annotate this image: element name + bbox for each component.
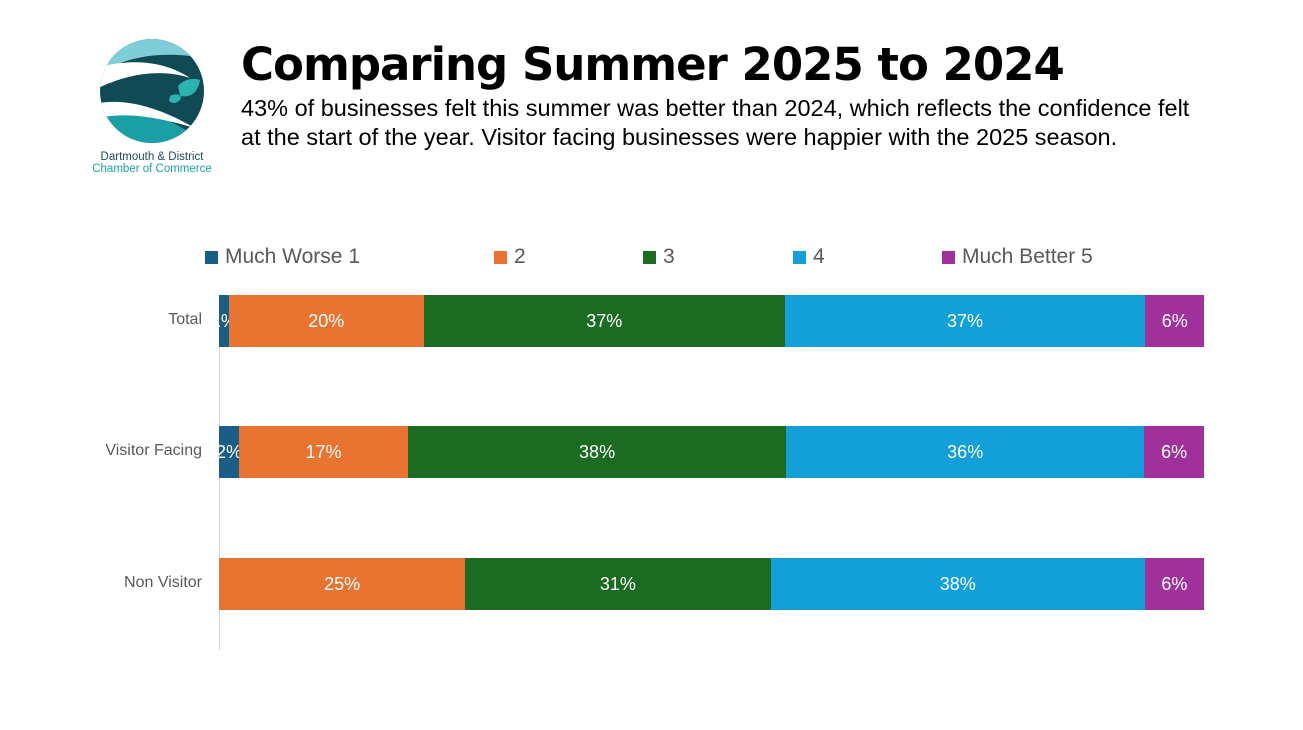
legend-label: 3 [663, 245, 675, 268]
bar-segment: 38% [408, 426, 787, 478]
data-label: 37% [586, 310, 623, 331]
legend-swatch [494, 250, 507, 264]
category-label: Total [168, 311, 202, 328]
legend-item: Much Better 5 [942, 245, 1093, 269]
page-subtitle: 43% of businesses felt this summer was b… [241, 95, 1190, 150]
category-label: Non Visitor [124, 574, 202, 591]
legend-swatch [205, 250, 218, 264]
bar-segment: 38% [770, 558, 1145, 610]
bar-segment: 17% [238, 426, 409, 478]
legend-swatch [643, 250, 656, 264]
svg-text:Chamber of Commerce: Chamber of Commerce [92, 163, 212, 175]
svg-text:Dartmouth & District: Dartmouth & District [101, 151, 205, 163]
legend-item: 3 [643, 245, 675, 269]
legend-label: 4 [813, 245, 825, 268]
bar-row: 025%31%38%6% [214, 558, 1204, 610]
legend-label: Much Better 5 [962, 245, 1093, 268]
bar-segment: 6% [1144, 558, 1204, 610]
bar-segment: 20% [228, 295, 424, 347]
bar-segment: 1% [211, 295, 237, 347]
bar-segment: 37% [784, 295, 1146, 347]
data-label: 17% [305, 441, 342, 462]
bar-segment: 2% [215, 426, 242, 478]
bar-segment: 31% [465, 558, 771, 610]
category-label: Visitor Facing [105, 442, 202, 459]
bar-segment: 37% [423, 295, 785, 347]
data-label: 25% [324, 573, 361, 594]
data-label: 38% [939, 573, 976, 594]
data-label: 6% [1161, 441, 1188, 462]
legend-swatch [793, 250, 806, 264]
bar-segment: 36% [786, 426, 1145, 478]
bar-segment: 6% [1144, 426, 1204, 478]
legend-swatch [942, 250, 955, 264]
chamber-logo: Dartmouth & District Chamber of Commerce [92, 39, 212, 175]
legend-item: 4 [793, 245, 825, 269]
page-title: Comparing Summer 2025 to 2024 [241, 38, 1065, 91]
data-label: 20% [308, 310, 345, 331]
data-label: 31% [599, 573, 636, 594]
data-label: 37% [947, 310, 984, 331]
bar-segment: 6% [1145, 295, 1204, 347]
legend-item: Much Worse 1 [205, 245, 360, 269]
data-label: 36% [947, 441, 984, 462]
legend-label: 2 [514, 245, 526, 268]
data-label: 2% [215, 441, 242, 462]
data-label: 38% [579, 441, 616, 462]
bar-segment: 25% [219, 558, 466, 610]
legend-label: Much Worse 1 [225, 245, 360, 268]
bar-row: 1% 20% 37% 37% 6% [211, 295, 1204, 347]
legend-item: 2 [494, 245, 526, 269]
data-label: 6% [1161, 573, 1188, 594]
data-label: 6% [1161, 310, 1188, 331]
bar-row: 2% 17% 38% 36% 6% [215, 426, 1204, 478]
